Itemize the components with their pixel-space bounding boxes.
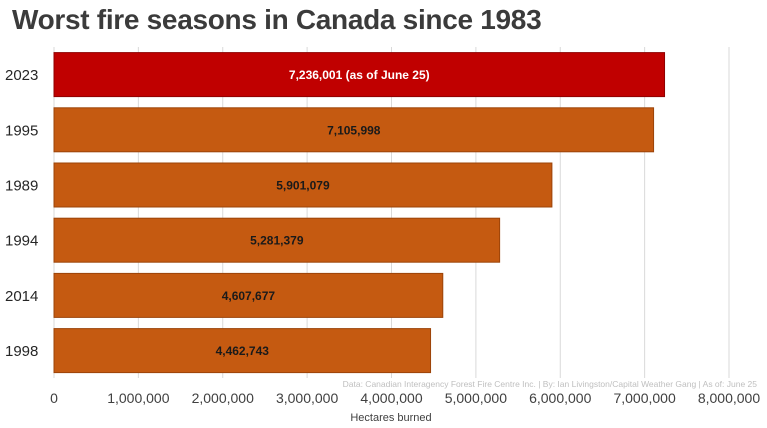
category-labels: 2023 1995 1989 1994 2014 1998	[5, 67, 38, 360]
bar	[53, 162, 553, 208]
x-tick-label: 1,000,000	[107, 390, 169, 406]
bar	[53, 217, 501, 263]
x-tick-label: 8,000,000	[698, 390, 760, 406]
x-tick-label: 3,000,000	[276, 390, 338, 406]
category-label: 1998	[5, 343, 38, 360]
bar	[53, 107, 655, 153]
category-label: 1989	[5, 178, 38, 195]
category-label: 2023	[5, 67, 38, 84]
bar	[53, 328, 432, 374]
x-axis-title: Hectares burned	[350, 412, 431, 424]
x-tick-label: 7,000,000	[613, 390, 675, 406]
data-label: 7,236,001 (as of June 25)	[289, 68, 430, 82]
gridlines	[53, 47, 730, 378]
bar	[53, 52, 666, 98]
x-tick-label: 5,000,000	[445, 390, 507, 406]
x-tick-labels: 0 1,000,000 2,000,000 3,000,000 4,000,000 5,0…	[50, 390, 760, 406]
data-label: 7,105,998	[327, 123, 381, 137]
category-label: 2014	[5, 288, 38, 305]
category-label: 1995	[5, 122, 38, 139]
bar	[53, 272, 444, 318]
data-label: 5,281,379	[250, 234, 304, 248]
category-label: 1994	[5, 233, 38, 250]
source-note: Data: Canadian Interagency Forest Fire C…	[343, 379, 758, 389]
bars: 7,236,001 (as of June 25) 7,105,998 5,901,…	[53, 52, 666, 374]
x-tick-label: 4,000,000	[360, 390, 422, 406]
x-tick-label: 2,000,000	[192, 390, 254, 406]
data-label: 4,462,743	[216, 344, 270, 358]
data-label: 5,901,079	[276, 179, 330, 193]
data-label: 4,607,677	[222, 289, 276, 303]
chart-title: Worst fire seasons in Canada since 1983	[12, 4, 542, 35]
x-tick-label: 0	[50, 390, 58, 406]
x-tick-label: 6,000,000	[529, 390, 591, 406]
